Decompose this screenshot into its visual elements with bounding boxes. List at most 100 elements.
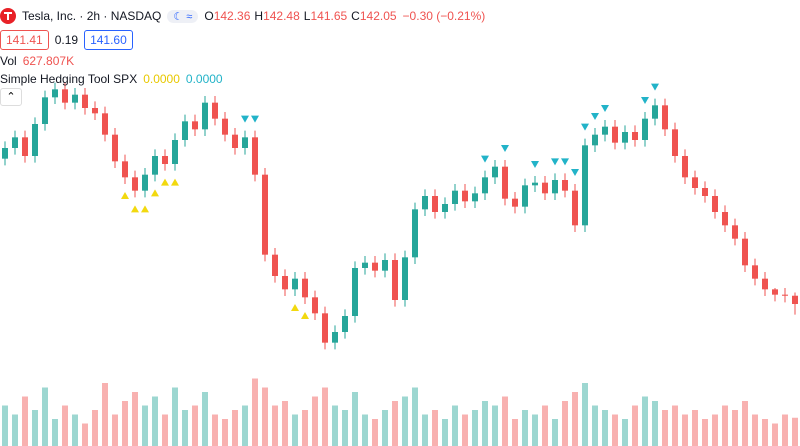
candle-body — [452, 190, 458, 204]
logo — [0, 8, 16, 24]
candle-body — [682, 156, 688, 178]
indicator-value: 0.0000 — [143, 72, 180, 86]
indicator-name[interactable]: Simple Hedging Tool SPX — [0, 72, 138, 86]
ohlc-value: 141.65 — [310, 9, 348, 23]
candle-body — [542, 182, 548, 194]
bid[interactable]: 141.41 — [0, 30, 49, 50]
volume-bar — [622, 419, 628, 446]
volume-bar — [432, 410, 438, 446]
sell-signal — [551, 158, 559, 166]
volume-bar — [392, 401, 398, 446]
ohlc-value: 142.05 — [359, 9, 397, 23]
candle-body — [642, 118, 648, 140]
candle-body — [182, 121, 188, 140]
symbol[interactable]: Tesla, Inc. · 2h · NASDAQ — [22, 9, 162, 23]
volume-bar — [92, 410, 98, 446]
volume-bar — [142, 405, 148, 446]
candle-body — [782, 294, 788, 296]
volume-bar — [322, 387, 328, 446]
candle-body — [102, 113, 108, 135]
volume-bar — [642, 396, 648, 446]
ohlc-value: 142.36 — [213, 9, 251, 23]
candle-body — [292, 278, 298, 290]
volume-bar — [242, 405, 248, 446]
ohlc-label: L — [303, 9, 311, 23]
candle-body — [272, 254, 278, 276]
volume-bar — [102, 383, 108, 446]
candle-body — [382, 260, 388, 271]
volume-bar — [662, 410, 668, 446]
candle-body — [302, 278, 308, 298]
volume-bar — [612, 414, 618, 446]
candle-body — [472, 193, 478, 202]
candle-body — [462, 190, 468, 202]
volume-bar — [402, 396, 408, 446]
candle-body — [22, 137, 28, 156]
volume-bar — [12, 414, 18, 446]
sell-signal — [501, 145, 509, 152]
sell-signal — [531, 161, 539, 168]
volume-bar — [602, 410, 608, 446]
candle-body — [522, 185, 528, 207]
sell-signal — [651, 83, 659, 91]
sell-signal — [601, 105, 609, 112]
candle-body — [202, 102, 208, 130]
volume-bar — [282, 401, 288, 446]
candle-body — [422, 196, 428, 210]
buy-signal — [151, 189, 159, 197]
sell-signal — [561, 158, 569, 166]
candle-body — [342, 316, 348, 332]
volume-bar — [552, 419, 558, 446]
volume-value: 627.807K — [22, 54, 75, 68]
sell-signal — [641, 97, 649, 104]
volume-bar — [372, 419, 378, 446]
volume-bar — [472, 410, 478, 446]
ohlc-item: H142.48 — [254, 9, 299, 23]
candle-body — [12, 137, 18, 148]
candle-body — [702, 188, 708, 196]
candle-body — [592, 134, 598, 146]
ohlc-value: 142.48 — [263, 9, 300, 23]
volume-bar — [762, 419, 768, 446]
volume-bar — [192, 405, 198, 446]
candle-body — [532, 182, 538, 186]
candle-body — [152, 156, 158, 175]
symbol-row: Tesla, Inc. · 2h · NASDAQ ☾ ≈ O142.36 H14… — [0, 8, 485, 24]
buy-signal — [141, 205, 149, 213]
volume-bar — [332, 405, 338, 446]
volume-bar — [2, 405, 8, 446]
candle-body — [192, 121, 198, 130]
candle-body — [622, 132, 628, 143]
candle-body — [352, 268, 358, 316]
candle-body — [612, 126, 618, 143]
volume-bar — [302, 410, 308, 446]
volume-bar — [312, 396, 318, 446]
volume-bar — [232, 410, 238, 446]
toggle[interactable]: ☾ ≈ — [167, 9, 199, 23]
ask[interactable]: 141.60 — [84, 30, 133, 50]
collapse-button[interactable]: ⌃ — [0, 88, 22, 106]
candle-body — [742, 238, 748, 266]
candle-body — [602, 126, 608, 135]
candle-body — [662, 105, 668, 130]
volume-bar — [632, 405, 638, 446]
candle-body — [392, 260, 398, 300]
volume-bar — [452, 405, 458, 446]
volume-bar — [672, 405, 678, 446]
volume-bar — [742, 401, 748, 446]
volume-bar — [32, 410, 38, 446]
candle-body — [122, 161, 128, 178]
ohlc-label: O — [204, 9, 214, 23]
ohlc-item: C142.05 — [351, 9, 396, 23]
candle-body — [562, 180, 568, 191]
change: −0.30 (−0.21%) — [402, 9, 486, 23]
ohlc: O142.36 H142.48 L141.65 C142.05 — [204, 9, 396, 23]
volume-bar — [22, 396, 28, 446]
candle-body — [482, 177, 488, 194]
volume-bar — [62, 405, 68, 446]
candle-body — [112, 134, 118, 162]
volume-bar — [252, 378, 258, 446]
candle-body — [52, 89, 58, 98]
candle-body — [722, 212, 728, 226]
